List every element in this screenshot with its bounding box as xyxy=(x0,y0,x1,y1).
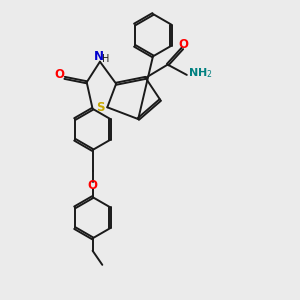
Text: NH$_2$: NH$_2$ xyxy=(188,67,212,80)
Text: O: O xyxy=(178,38,188,50)
Text: S: S xyxy=(97,101,105,114)
Text: H: H xyxy=(102,54,110,64)
Text: N: N xyxy=(94,50,104,63)
Text: O: O xyxy=(54,68,64,81)
Text: O: O xyxy=(88,179,98,192)
